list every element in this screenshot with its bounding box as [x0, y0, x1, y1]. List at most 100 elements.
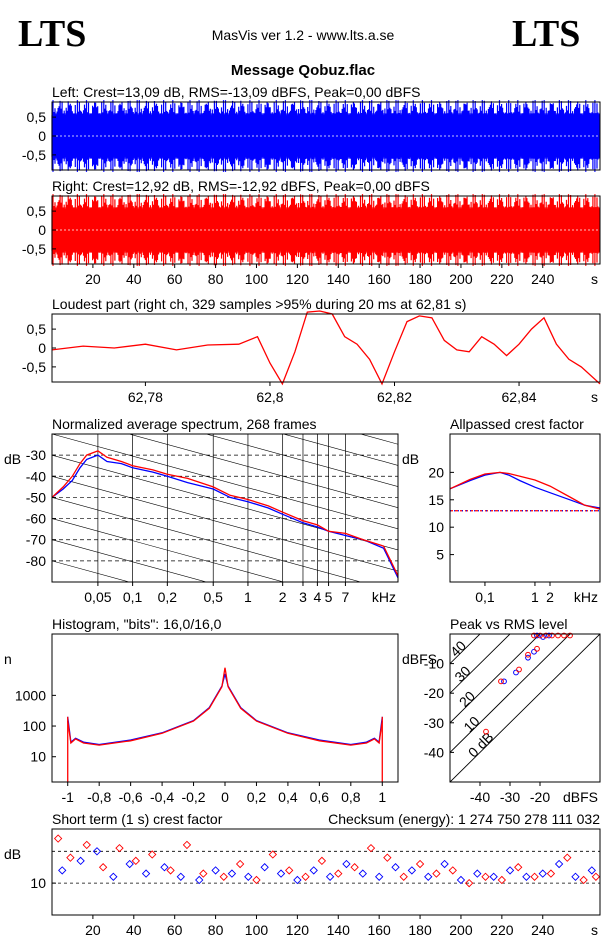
- x-tick-label: 0,8: [341, 789, 361, 805]
- x-tick-label: 0: [221, 789, 229, 805]
- x-tick-label: 62,78: [128, 389, 163, 405]
- scatter-point: [399, 872, 408, 881]
- scatter-point: [325, 872, 335, 881]
- x-tick-label: 2: [279, 589, 287, 605]
- chart-title: Histogram, "bits": 16,0/16,0: [52, 616, 222, 632]
- x-tick-label: 0,2: [247, 789, 267, 805]
- crest-diagonal-label: 20: [456, 688, 478, 710]
- x-tick-label: 20: [85, 922, 101, 938]
- histogram-line: [67, 673, 383, 746]
- histogram-panel: Histogram, "bits": 16,0/16,0n100010010-1…: [4, 616, 399, 805]
- scatter-point: [534, 632, 540, 639]
- y-tick-label: 0: [38, 222, 46, 238]
- x-tick-label: 40: [126, 922, 142, 938]
- scatter-point: [276, 869, 286, 878]
- scatter-point: [76, 856, 85, 866]
- scatter-point: [244, 872, 253, 881]
- scatter-point: [92, 847, 102, 856]
- scatter-point: [554, 859, 564, 869]
- x-tick-label: 200: [449, 922, 473, 938]
- x-tick-label: -0,6: [119, 789, 143, 805]
- scatter-point: [301, 872, 310, 881]
- logo-left: LTS: [18, 13, 86, 55]
- crest-diagonal: [450, 634, 541, 724]
- crest-diagonal: [450, 634, 571, 753]
- scatter-point: [131, 856, 141, 866]
- x-tick-label: 0,5: [203, 589, 223, 605]
- x-tick-label: 60: [167, 922, 183, 938]
- x-tick-label: 5: [325, 589, 333, 605]
- scatter-point: [148, 850, 157, 859]
- plot-frame: [449, 633, 601, 783]
- y-tick-label: -0,5: [22, 359, 46, 375]
- y-tick-label: 0: [38, 340, 46, 356]
- y-tick-label: 0,5: [27, 109, 47, 125]
- scatter-point: [522, 872, 531, 881]
- spectrum-line: [52, 454, 398, 579]
- scatter-point: [440, 859, 449, 869]
- scatter-point: [579, 875, 588, 885]
- x-tick-label: 160: [367, 271, 391, 287]
- spectrum-panel: Normalized average spectrum, 268 frames d…: [4, 328, 399, 605]
- x-tick-label: 20: [85, 271, 101, 287]
- scatter-point: [531, 632, 537, 639]
- scatter-point: [531, 648, 537, 655]
- y-tick-label: -0,5: [22, 147, 46, 163]
- x-tick-label: 3: [299, 589, 307, 605]
- x-tick-label: 62,8: [256, 389, 283, 405]
- crest-diagonal: [450, 634, 511, 694]
- slope-line: [52, 434, 398, 530]
- x-tick-label: 100: [245, 271, 269, 287]
- scatter-point: [268, 850, 278, 859]
- slope-line: [52, 497, 362, 582]
- scatter-point: [538, 869, 547, 878]
- checksum-label: Checksum (energy): 1 274 750 278 111 032: [328, 811, 600, 827]
- x-tick-label: 60: [167, 271, 183, 287]
- x-tick-label: 240: [531, 922, 555, 938]
- scatter-point: [525, 654, 531, 661]
- plot-frame: [51, 828, 601, 916]
- x-tick-label: 160: [367, 922, 391, 938]
- x-tick-label: 140: [327, 271, 351, 287]
- y-tick-label: -70: [26, 532, 46, 548]
- chart-title: Peak vs RMS level: [450, 616, 567, 632]
- x-tick-label: 140: [327, 922, 351, 938]
- allpassed-crest-panel: Allpassed crest factor dB 20 15 10 5 0,1 1 2 kHz: [402, 416, 601, 605]
- scatter-point: [309, 866, 318, 875]
- x-tick-label: -30: [500, 789, 520, 805]
- x-unit-label: s: [591, 389, 598, 405]
- loudest-part-line: [51, 310, 601, 386]
- histogram-line: [67, 667, 383, 746]
- y-tick-label: -20: [424, 685, 444, 701]
- slope-line: [52, 328, 398, 423]
- slope-line: [128, 434, 398, 508]
- y-tick-label: 100: [23, 718, 47, 734]
- loudest-part-panel: Loudest part (right ch, 329 samples >95%…: [22, 296, 601, 405]
- y-tick-label: 10: [30, 749, 46, 765]
- scatter-point: [66, 853, 75, 862]
- y-axis-label: n: [4, 651, 12, 667]
- y-tick-label: -30: [26, 447, 46, 463]
- y-tick-label: -10: [424, 656, 444, 672]
- scatter-point: [571, 872, 580, 881]
- scatter-point: [567, 632, 573, 639]
- x-tick-label: 0,05: [84, 589, 111, 605]
- x-tick-label: 2: [546, 589, 554, 605]
- scatter-point: [374, 872, 384, 881]
- right-waveform-panel: Right: Crest=12,92 dB, RMS=-12,92 dBFS, …: [22, 178, 601, 287]
- chart-title: Left: Crest=13,09 dB, RMS=-13,09 dBFS, P…: [52, 84, 420, 100]
- slope-line: [52, 539, 208, 582]
- y-tick-label: 5: [436, 547, 444, 563]
- scatter-point: [516, 666, 522, 673]
- x-tick-label: 0,1: [123, 589, 143, 605]
- scatter-point: [555, 632, 561, 639]
- plot-frame: [51, 313, 601, 383]
- x-tick-label: 0,2: [158, 589, 178, 605]
- scatter-point: [549, 632, 555, 639]
- y-tick-label: -30: [424, 715, 444, 731]
- scatter-point: [160, 863, 169, 872]
- version-label: MasVis ver 1.2 - www.lts.a.se: [212, 27, 395, 43]
- crest-diagonal-label: 30: [451, 662, 473, 684]
- crest-diagonal-label: 10: [460, 713, 482, 735]
